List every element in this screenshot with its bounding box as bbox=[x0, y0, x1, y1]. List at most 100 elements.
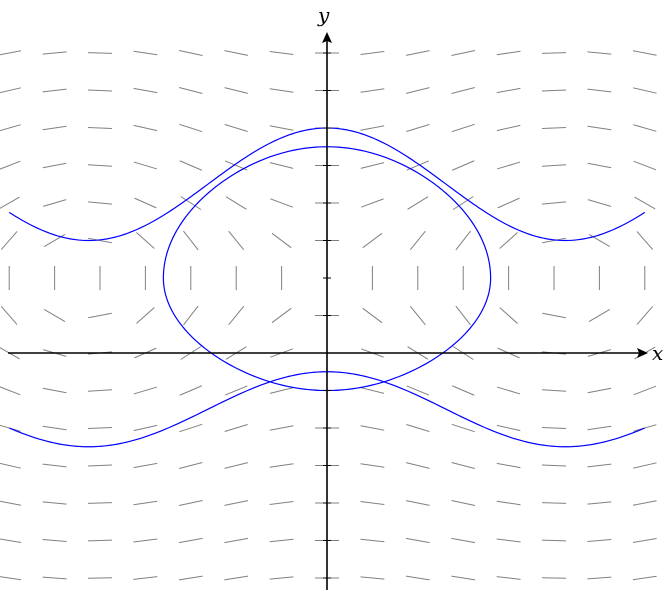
slope-segment bbox=[406, 87, 430, 94]
slope-segment bbox=[455, 230, 471, 251]
slope-segment bbox=[541, 52, 567, 54]
slope-segment bbox=[87, 164, 113, 167]
slope-segment bbox=[270, 198, 294, 208]
slope-segment bbox=[269, 538, 294, 543]
slope-segment bbox=[634, 196, 656, 210]
slope-segment bbox=[541, 126, 567, 130]
slope-segment bbox=[541, 389, 567, 392]
slope-segment bbox=[451, 423, 475, 433]
slope-segment bbox=[451, 49, 476, 57]
slope-segment bbox=[587, 125, 612, 131]
slope-segment bbox=[133, 424, 158, 432]
slope-segment bbox=[451, 537, 476, 544]
slope-segment bbox=[451, 160, 475, 171]
slope-segment bbox=[455, 305, 471, 326]
slope-segment bbox=[360, 425, 385, 431]
slope-segment bbox=[178, 499, 203, 507]
slope-segment bbox=[179, 160, 203, 171]
slope-segment bbox=[269, 162, 294, 169]
slope-segment bbox=[409, 230, 426, 251]
slope-segment bbox=[0, 87, 22, 94]
slope-segment bbox=[133, 50, 158, 56]
slope-segment bbox=[406, 462, 430, 469]
slope-segment bbox=[360, 576, 385, 580]
slope-segment bbox=[224, 537, 249, 544]
slope-segment bbox=[42, 199, 67, 207]
slope-segment bbox=[87, 539, 113, 542]
slope-segment bbox=[269, 387, 294, 394]
slope-segment bbox=[496, 161, 521, 170]
slope-segment bbox=[587, 463, 612, 468]
slope-segment bbox=[496, 124, 521, 132]
slope-segment bbox=[269, 576, 294, 580]
slope-segment bbox=[133, 538, 158, 543]
slope-segment bbox=[360, 387, 385, 394]
slope-segment bbox=[224, 385, 248, 396]
slope-segment bbox=[405, 500, 430, 506]
slope-segment bbox=[409, 305, 426, 326]
slope-segment bbox=[42, 88, 67, 93]
slope-segment bbox=[134, 197, 157, 209]
slope-segment bbox=[179, 462, 203, 469]
slope-segment bbox=[451, 87, 475, 94]
slope-segment bbox=[587, 88, 612, 93]
slope-segment bbox=[224, 123, 248, 133]
slope-segment bbox=[271, 307, 292, 324]
slope-segment bbox=[269, 425, 294, 431]
slope-segment bbox=[587, 51, 612, 55]
slope-segment bbox=[87, 577, 113, 579]
slope-segment bbox=[88, 312, 112, 319]
slope-segment bbox=[541, 577, 567, 579]
slope-segment bbox=[452, 196, 474, 210]
slope-segment bbox=[0, 500, 22, 506]
slope-segment bbox=[632, 50, 657, 56]
slope-segment bbox=[87, 426, 113, 430]
slope-segment bbox=[542, 201, 566, 205]
slope-segment bbox=[541, 164, 567, 167]
slope-segment bbox=[451, 575, 476, 581]
slope-segment bbox=[405, 50, 430, 56]
slope-segment bbox=[42, 51, 67, 55]
slope-segment bbox=[0, 538, 22, 543]
slope-segment bbox=[451, 499, 476, 507]
slope-segment bbox=[87, 52, 113, 54]
slope-segment bbox=[87, 389, 113, 392]
slope-segment bbox=[42, 501, 67, 505]
slope-segment bbox=[632, 575, 657, 581]
slope-segment bbox=[87, 464, 113, 467]
slope-segment bbox=[224, 462, 248, 469]
slope-segment bbox=[179, 123, 203, 133]
slope-segment bbox=[541, 502, 567, 504]
slope-segment bbox=[87, 126, 113, 130]
slope-segment bbox=[496, 500, 521, 506]
slope-segment bbox=[179, 87, 203, 94]
slope-segment bbox=[360, 51, 385, 55]
slope-segment bbox=[587, 162, 612, 169]
slope-segment bbox=[636, 231, 654, 250]
slope-segment bbox=[88, 237, 112, 244]
slope-segment bbox=[633, 124, 657, 132]
slope-segment bbox=[588, 234, 611, 247]
slope-segment bbox=[499, 232, 518, 249]
slope-segment bbox=[269, 88, 294, 93]
slope-segment bbox=[636, 306, 654, 325]
slope-segment bbox=[496, 386, 521, 395]
slope-segment bbox=[87, 502, 113, 504]
slope-segment bbox=[499, 307, 518, 324]
slope-segment bbox=[497, 197, 520, 209]
slope-segment bbox=[269, 125, 294, 131]
slope-segment bbox=[43, 234, 66, 247]
slope-segment bbox=[0, 386, 21, 396]
slope-segment bbox=[42, 387, 67, 394]
slope-segment bbox=[632, 538, 657, 543]
slope-segment bbox=[360, 463, 385, 468]
slope-segment bbox=[632, 500, 657, 506]
slope-segment bbox=[541, 464, 567, 467]
slope-segment bbox=[136, 232, 155, 249]
slope-segment bbox=[360, 88, 385, 93]
slope-segment bbox=[407, 196, 429, 210]
slope-segment bbox=[42, 539, 67, 542]
slope-segment bbox=[133, 500, 158, 506]
